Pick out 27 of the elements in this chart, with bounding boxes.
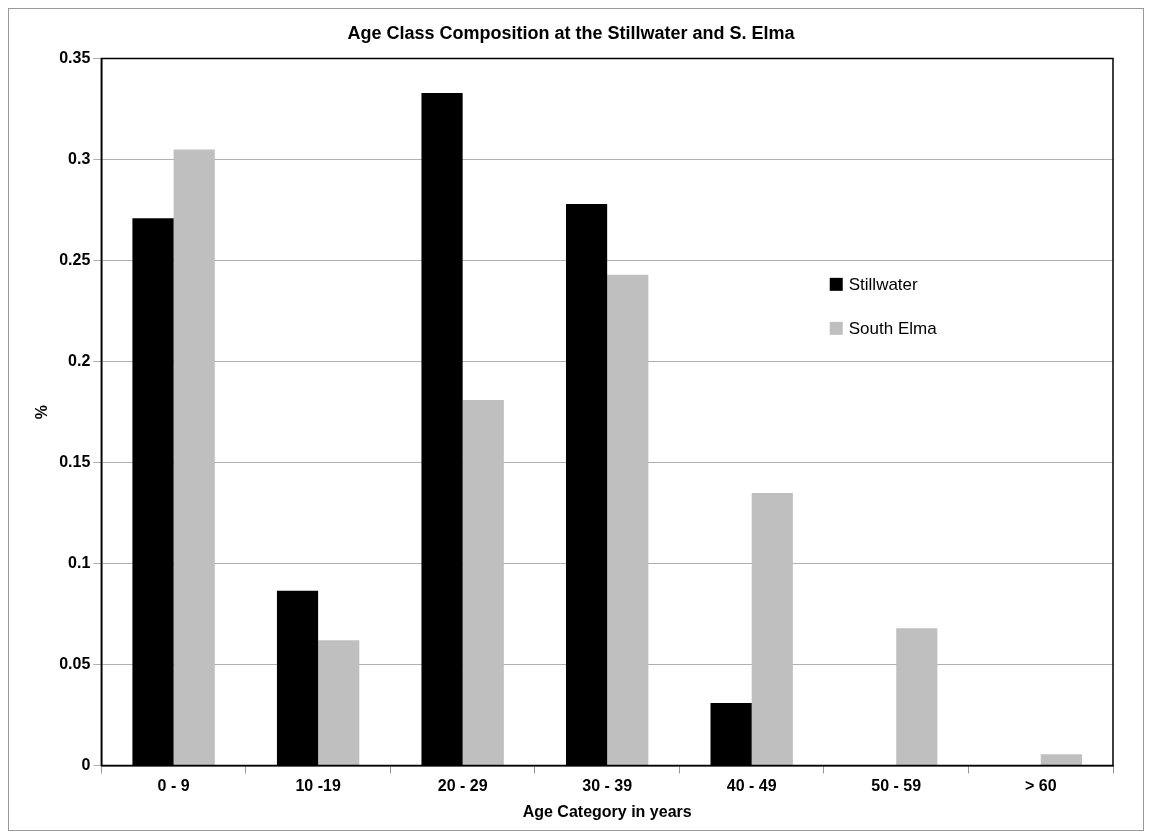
legend-label: Stillwater [848,274,919,294]
bar [751,492,793,766]
y-tick-label: 0 [81,756,91,774]
bar [1040,754,1082,766]
chart-title: Age Class Composition at the Stillwater and S. Elma [347,22,796,43]
y-tick-label: 0.35 [59,49,91,67]
bar [896,628,938,766]
x-tick-label: 50 - 59 [871,776,922,794]
y-tick-label: 0.05 [59,655,91,673]
y-tick-label: 0.25 [59,251,91,269]
legend-label: South Elma [848,318,938,338]
x-tick-label: 0 - 9 [157,776,190,794]
x-axis-title: Age Category in years [522,802,692,820]
bar [318,640,360,766]
bar [607,274,649,766]
y-tick-label: 0.15 [59,453,91,471]
x-tick-label: 10 -19 [295,776,341,794]
x-tick-label: 20 - 29 [437,776,488,794]
y-tick-label: 0.3 [68,150,91,168]
bar [173,149,215,766]
y-tick-label: 0.1 [68,554,91,572]
y-tick-label: 0.2 [68,352,91,370]
x-tick-label: > 60 [1024,776,1057,794]
y-axis-title: % [33,404,51,420]
x-tick-label: 30 - 39 [582,776,633,794]
x-tick-label: 40 - 49 [726,776,777,794]
bar [462,399,504,766]
